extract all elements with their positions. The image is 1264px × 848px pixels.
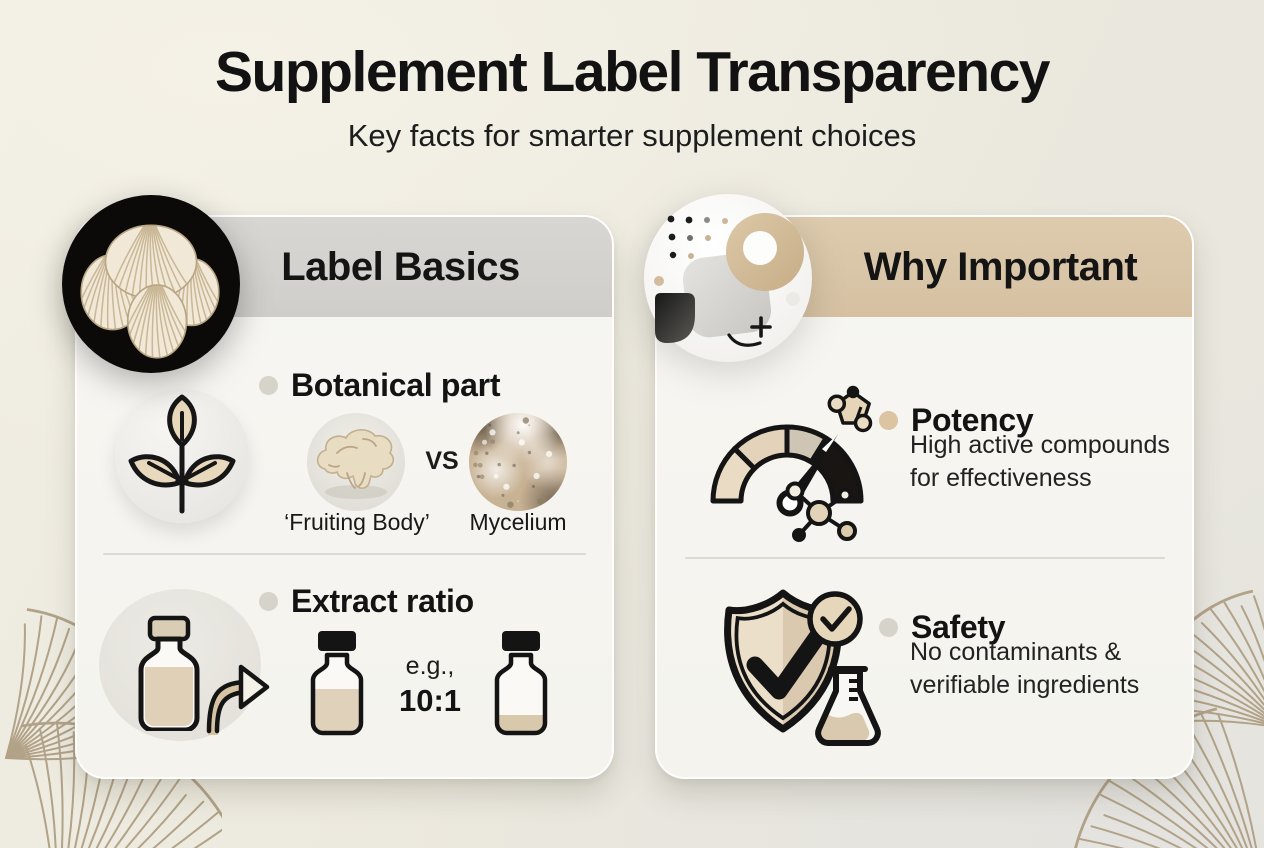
label-basics-title: Label Basics: [281, 244, 520, 289]
example-ratio: 10:1: [398, 683, 462, 718]
example-prefix: e.g.,: [405, 652, 455, 680]
vs-label: VS: [425, 447, 459, 475]
lions-mane-badge-icon: [62, 195, 240, 373]
shield-check-flask-icon: [724, 589, 881, 746]
botanical-part-heading: Botanical part: [291, 367, 501, 403]
section-divider: [685, 557, 1165, 559]
bullet-icon: [259, 592, 278, 611]
potency-description: High active compounds for effectiveness: [910, 431, 1170, 492]
extract-ratio-heading: Extract ratio: [291, 583, 474, 619]
safety-heading: Safety: [911, 609, 1006, 645]
plant-leaves-icon: [128, 394, 236, 514]
potency-heading: Potency: [911, 402, 1034, 438]
mycelium-label: Mycelium: [469, 509, 567, 535]
extract-ratio-heading-row: Extract ratio: [259, 583, 474, 620]
page-header: Supplement Label Transparency Key facts …: [0, 40, 1264, 154]
why-important-title: Why Important: [863, 244, 1138, 289]
mycelium-photo: [469, 413, 567, 511]
potency-heading-row: Potency: [879, 402, 1034, 439]
fruiting-body-photo: [307, 413, 405, 511]
bottle-icon: [494, 631, 548, 736]
safety-heading-row: Safety: [879, 609, 1006, 646]
botanical-part-heading-row: Botanical part: [259, 367, 500, 404]
extract-example: e.g., 10:1: [377, 651, 483, 721]
bottle-icon: [310, 631, 364, 736]
fruiting-body-illustration: [316, 429, 395, 499]
page-subtitle: Key facts for smarter supplement choices: [347, 118, 917, 153]
lions-mane-badge-icon: [62, 195, 240, 373]
fruiting-body-label: ‘Fruiting Body’: [284, 509, 430, 535]
bottle-icon: [138, 615, 200, 731]
section-divider: [103, 553, 586, 555]
abstract-collage-icon: [644, 194, 812, 362]
plant-leaves-icon: [115, 389, 249, 523]
curved-arrow-icon: [206, 664, 270, 735]
page-title: Supplement Label Transparency: [215, 40, 1050, 104]
abstract-collage-icon: [643, 193, 813, 363]
bullet-icon: [879, 618, 898, 637]
mycelium-texture: [473, 417, 562, 508]
bullet-icon: [259, 376, 278, 395]
gauge-molecules-icon: [710, 385, 873, 542]
bullet-icon: [879, 411, 898, 430]
safety-description: No contaminants & verifiable ingredients: [910, 638, 1140, 699]
